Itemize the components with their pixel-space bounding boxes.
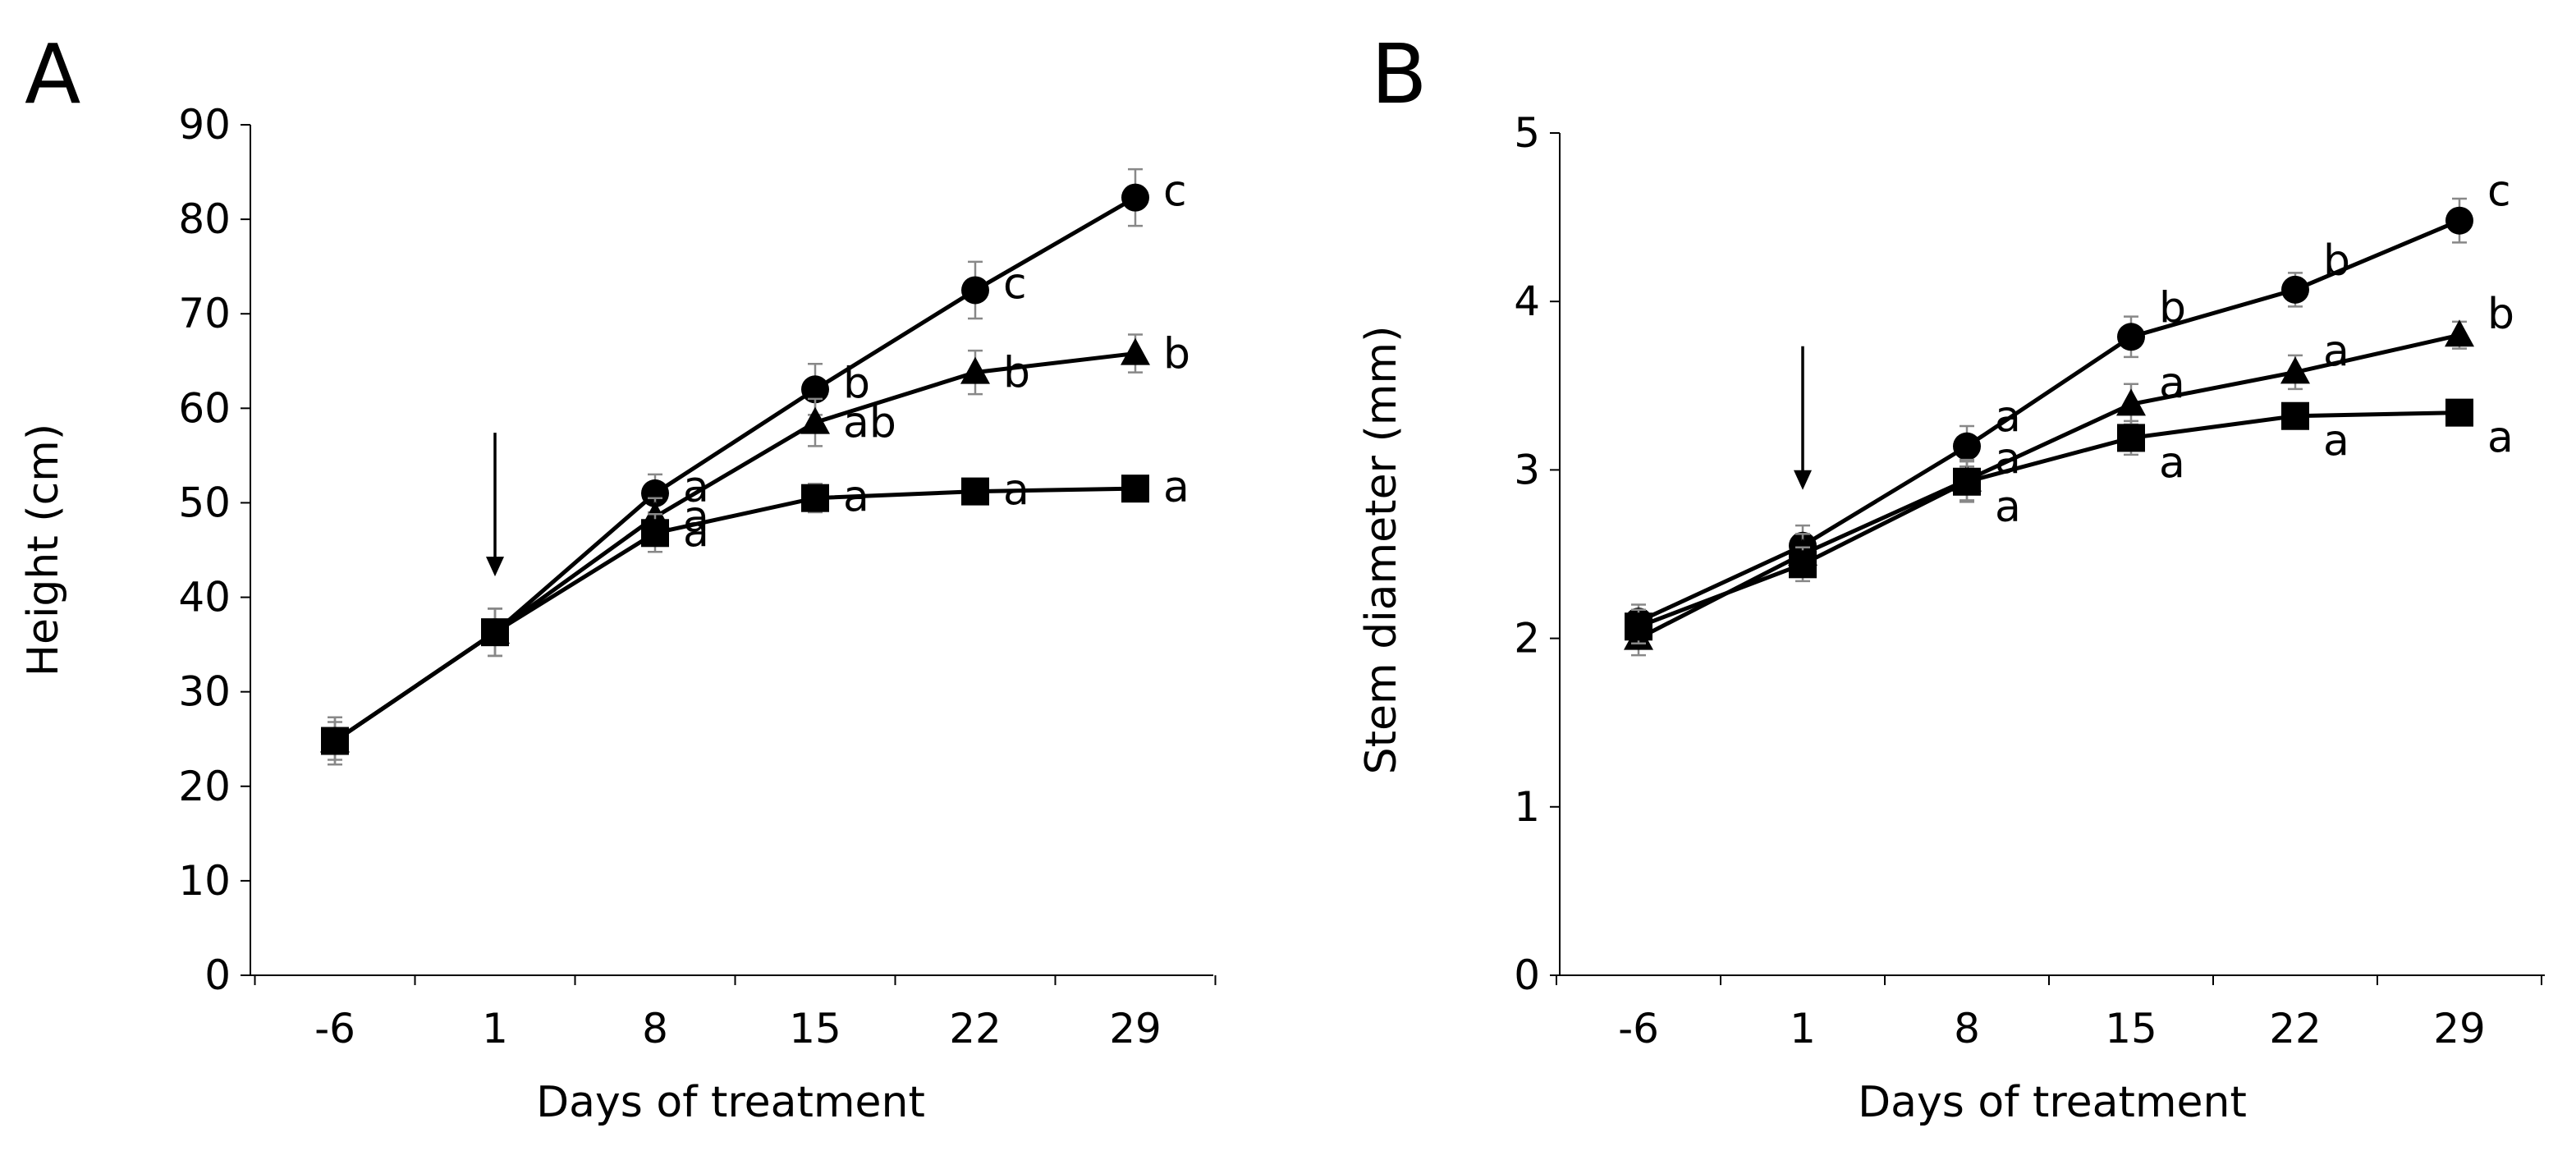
data-point-triangle bbox=[800, 406, 830, 434]
series-square: aa a a bbox=[321, 463, 1189, 761]
x-tick-label: 15 bbox=[2105, 1005, 2157, 1052]
x-tick-label: 29 bbox=[2433, 1005, 2486, 1052]
data-point-triangle bbox=[2116, 388, 2146, 416]
y-tick-label: 10 bbox=[178, 857, 231, 905]
data-point-square bbox=[1625, 612, 1652, 641]
y-tick-label: 4 bbox=[1514, 277, 1540, 325]
x-tick-label: 22 bbox=[949, 1005, 1002, 1052]
data-point-square bbox=[961, 477, 989, 506]
treatment-arrow-head bbox=[486, 557, 504, 577]
significance-label: c bbox=[1003, 259, 1027, 309]
significance-label: a bbox=[2487, 414, 2514, 463]
y-axis-title: Height (cm) bbox=[19, 424, 68, 676]
y-tick-label: 0 bbox=[1514, 951, 1540, 999]
data-point-triangle bbox=[2445, 319, 2474, 347]
x-tick-label: 1 bbox=[1790, 1005, 1816, 1052]
significance-label: a bbox=[1995, 435, 2021, 484]
significance-label: b bbox=[2159, 283, 2186, 332]
series-line-triangle bbox=[1637, 332, 2460, 640]
series-line-square bbox=[1638, 410, 2460, 629]
data-point-circle bbox=[641, 479, 669, 507]
data-point-circle bbox=[2117, 323, 2145, 351]
y-tick-label: 70 bbox=[178, 290, 231, 337]
significance-label: a bbox=[1163, 463, 1189, 512]
significance-label: a bbox=[683, 507, 709, 557]
y-tick-label: 1 bbox=[1514, 783, 1540, 831]
x-axis-title: Days of treatment bbox=[536, 1078, 925, 1127]
y-tick-label: 80 bbox=[178, 195, 231, 243]
data-point-square bbox=[1953, 467, 1981, 496]
x-tick-label: 8 bbox=[642, 1005, 668, 1052]
x-tick-label: 15 bbox=[789, 1005, 841, 1052]
y-axis-title: Stem diameter (mm) bbox=[1357, 326, 1406, 775]
x-tick-label: -6 bbox=[1618, 1005, 1659, 1052]
data-point-square bbox=[641, 519, 669, 548]
significance-label: b bbox=[1163, 330, 1190, 379]
data-point-square bbox=[2281, 401, 2309, 430]
significance-label: a bbox=[683, 493, 709, 543]
data-point-triangle bbox=[1121, 337, 1150, 365]
y-tick-label: 40 bbox=[178, 574, 231, 621]
significance-label: c bbox=[2487, 167, 2511, 217]
data-point-circle bbox=[1953, 432, 1981, 461]
data-point-triangle bbox=[2280, 356, 2310, 384]
significance-label: a bbox=[2323, 417, 2349, 466]
series-line-triangle bbox=[333, 351, 1136, 743]
data-point-square bbox=[321, 727, 349, 755]
chart-panel-b: B 0 1 2 3 4 5 -6 1 8 15 22 29 Days of treatment Stem d… bbox=[1357, 26, 2545, 1127]
significance-label: a bbox=[1995, 393, 2021, 442]
y-tick-label: 50 bbox=[178, 479, 231, 526]
y-tick-label: 3 bbox=[1514, 446, 1540, 493]
data-point-square bbox=[2445, 398, 2473, 427]
y-tick-label: 30 bbox=[178, 668, 231, 716]
x-tick-label: 1 bbox=[482, 1005, 508, 1052]
x-tick-label: 22 bbox=[2269, 1005, 2322, 1052]
significance-label: b bbox=[843, 359, 870, 408]
y-tick-label: 60 bbox=[178, 384, 231, 432]
x-axis-title: Days of treatment bbox=[1858, 1078, 2247, 1127]
data-point-square bbox=[801, 484, 829, 512]
y-tick-label: 90 bbox=[178, 101, 231, 149]
series-line-circle bbox=[1637, 218, 2460, 624]
data-point-circle bbox=[801, 375, 829, 404]
y-tick-label: 5 bbox=[1514, 109, 1540, 157]
x-tick-label: 8 bbox=[1954, 1005, 1980, 1052]
significance-label: c bbox=[1163, 167, 1187, 217]
y-tick-label: 0 bbox=[204, 951, 231, 999]
significance-label: a bbox=[843, 473, 869, 522]
significance-label: a bbox=[1003, 466, 1029, 516]
treatment-arrow-head bbox=[1794, 470, 1812, 490]
significance-label: a bbox=[1995, 483, 2021, 532]
data-point-circle bbox=[1121, 183, 1149, 212]
y-tick-label: 20 bbox=[178, 763, 231, 810]
significance-label: b bbox=[2487, 290, 2514, 339]
significance-label: ab bbox=[843, 399, 896, 448]
significance-label: b bbox=[2323, 236, 2350, 286]
data-point-square bbox=[2117, 424, 2145, 452]
data-point-square bbox=[1121, 475, 1149, 503]
significance-label: a bbox=[2159, 359, 2185, 408]
y-tick-label: 2 bbox=[1514, 615, 1540, 663]
significance-label: a bbox=[2323, 327, 2349, 376]
data-point-circle bbox=[961, 276, 989, 305]
panel-letter: B bbox=[1371, 26, 1428, 122]
data-point-circle bbox=[2281, 275, 2309, 304]
data-point-square bbox=[481, 618, 509, 647]
x-tick-label: -6 bbox=[314, 1005, 355, 1052]
series-line-square bbox=[333, 486, 1136, 743]
significance-label: b bbox=[1003, 349, 1030, 398]
data-point-circle bbox=[2445, 206, 2473, 235]
significance-label: a bbox=[2159, 438, 2185, 488]
panel-letter: A bbox=[25, 26, 80, 122]
data-point-square bbox=[1789, 550, 1817, 579]
data-point-triangle bbox=[960, 356, 990, 384]
chart-panel-a: A 0 10 20 30 40 50 60 70 80 90 -6 1 8 15 22 29 Days of tr… bbox=[19, 26, 1217, 1127]
series-square: aa a a bbox=[1625, 398, 2514, 645]
x-tick-label: 29 bbox=[1109, 1005, 1162, 1052]
